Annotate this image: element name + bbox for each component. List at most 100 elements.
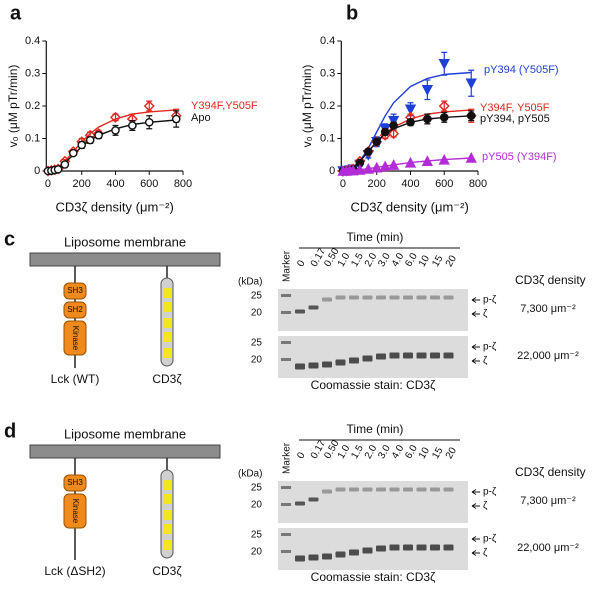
lane-label: 0 [295,450,308,461]
mw-label: 20 [251,308,263,319]
protein-band [403,544,413,551]
point [354,164,366,175]
point [77,140,87,150]
band-arrow [471,489,480,495]
point [94,130,103,140]
time-title: Time (min) [347,230,404,244]
density-label: 7,300 μm⁻² [520,495,576,507]
domain [63,474,87,492]
point [53,165,63,174]
mw-label: 25 [251,291,263,302]
mw-label: 25 [251,530,263,541]
protein-band [430,295,440,300]
protein-band [416,544,427,551]
kinase-label: Lck (WT) [51,372,100,386]
protein-band [376,545,386,552]
protein-band [322,361,332,368]
itam [163,318,171,328]
point [438,153,450,165]
kda-label: (kDa) [238,277,262,288]
protein-band [443,544,454,551]
protein-band [322,297,332,302]
mw-label: 25 [251,338,263,349]
marker-band [281,503,291,506]
point [387,115,400,127]
lane-label: 6.0 [403,251,420,269]
x-axis-label: CD3ζ density (μm⁻²) [55,199,173,214]
domain [63,493,87,529]
point [387,159,400,170]
itam [163,524,171,534]
point [404,156,417,168]
x-tick-label: 200 [368,178,386,190]
protein-band [389,352,400,359]
protein-band [362,487,373,492]
protein-band [430,352,440,359]
density-title: CD3ζ density [515,465,586,479]
y-tick-label: 0 [34,165,40,177]
protein-band [389,487,400,492]
y-tick-label: 0.1 [25,132,40,144]
point [144,117,154,127]
marker-band [281,533,291,536]
panel-letter: c [4,228,15,250]
point [388,128,400,140]
protein-band [376,353,386,360]
lane-label: 20 [444,253,459,269]
gel-caption: Coomassie stain: CD3ζ [311,570,436,584]
point [60,160,70,169]
band-arrow [471,503,480,509]
protein-band [295,309,305,314]
time-title: Time (min) [347,422,404,436]
point [421,155,434,166]
point [128,121,137,130]
itam [163,510,171,520]
itam [163,332,171,342]
protein-band [335,295,346,300]
band-label: p-ζ [483,534,497,545]
lane-label: 4.0 [390,443,407,461]
membrane-label: Liposome membrane [64,234,186,249]
marker-band [281,550,291,553]
lane-label: 10 [417,253,432,269]
kda-label: (kDa) [238,469,262,480]
point [465,78,477,90]
protein-band [430,544,440,551]
protein-band [322,489,332,494]
protein-band [295,501,305,506]
lane-label: 15 [430,253,445,269]
band-arrow [471,297,480,303]
density-label: 22,000 μm⁻² [517,542,579,554]
lane-label: 20 [444,445,459,461]
legend-label: Y394F, Y505F [480,102,550,114]
protein-band [403,352,413,359]
x-tick-label: 400 [106,178,124,190]
substrate-label: CD3ζ [152,372,182,386]
x-tick-label: 0 [340,178,346,190]
point [465,152,477,163]
lane-label: 0 [295,258,308,269]
y-tick-label: 0.1 [320,132,335,144]
band-label: p-ζ [483,487,497,498]
point [143,100,155,112]
band-arrow [471,311,480,317]
protein-band [376,487,386,492]
band-arrow [471,344,480,350]
gel-image [278,289,468,331]
protein-band [403,487,413,492]
protein-band [349,487,359,492]
lane-label: 10 [417,445,432,461]
point [379,160,391,172]
marker-band [281,294,291,297]
density-title: CD3ζ density [515,273,586,287]
point [111,126,120,135]
protein-band [416,487,427,492]
protein-band [295,363,305,370]
y-axis-label: v₀ (μM pTr/min) [6,65,20,148]
mw-label: 25 [251,483,263,494]
itam [163,480,171,490]
lane-label: 15 [430,445,445,461]
band-label: ζ [483,309,488,320]
point [110,111,121,123]
domain [63,282,87,300]
